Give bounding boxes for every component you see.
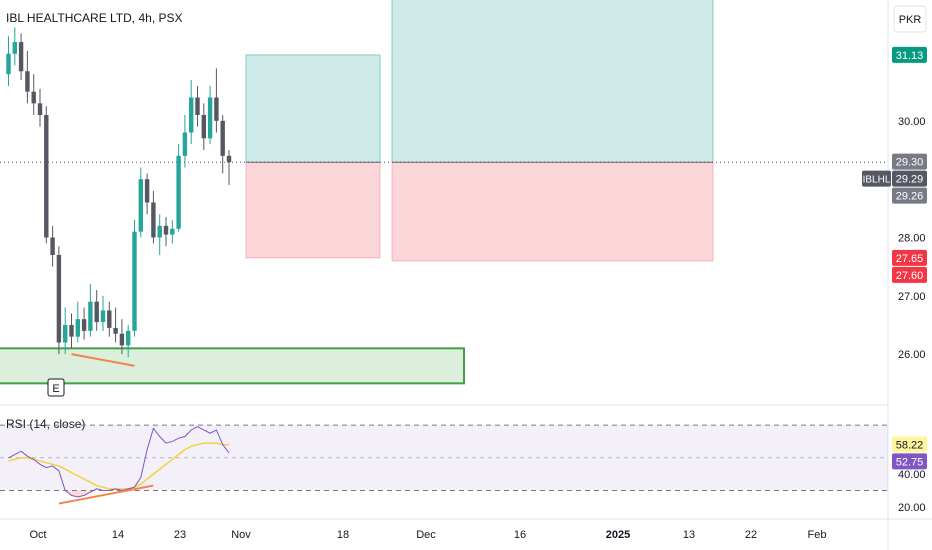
position-target-zone	[391, 0, 714, 163]
time-tick-label: 14	[112, 529, 124, 541]
time-tick-label: 2025	[606, 529, 630, 541]
price-tick-label: 28.00	[898, 233, 926, 245]
axis-badge-label: 58.22	[896, 439, 924, 451]
candle-body	[195, 97, 200, 115]
axis-badge	[892, 46, 927, 63]
rsi-tick-label: 40.00	[898, 469, 926, 481]
axis-badge	[892, 187, 927, 204]
rsi-ma-line	[8, 442, 229, 490]
axis-badge	[892, 249, 927, 266]
candle-body	[189, 97, 194, 133]
symbol-badge	[862, 170, 891, 187]
candle-body	[220, 120, 225, 156]
candle-body	[176, 155, 181, 229]
candle-body	[50, 237, 55, 255]
candle-body	[144, 179, 150, 203]
candle-body	[69, 325, 74, 337]
candle-body	[100, 310, 106, 323]
candle-body	[31, 91, 36, 104]
rsi-trendline	[58, 484, 154, 505]
candle-body	[75, 319, 80, 337]
axis-badge-label: 52.75	[896, 456, 924, 468]
time-tick-label: 13	[683, 529, 695, 541]
axis-badge-label: 27.60	[896, 270, 924, 282]
candle-body	[94, 301, 99, 323]
axis-badge	[892, 436, 927, 453]
candle-body	[25, 71, 30, 92]
time-tick-label: Oct	[29, 529, 46, 541]
candle-body	[138, 179, 143, 232]
candle-body	[207, 97, 213, 139]
time-tick-label: Dec	[416, 529, 436, 541]
price-tick-label: 26.00	[898, 349, 926, 361]
event-marker-label: E	[52, 383, 59, 395]
rsi-tick-label: 20.00	[898, 502, 926, 514]
axis-badge-label: 29.26	[896, 191, 924, 203]
position-stop-zone	[391, 161, 714, 262]
time-tick-label: 16	[514, 529, 526, 541]
axis-badge	[892, 153, 927, 170]
candle-body	[107, 310, 112, 328]
candle-body	[88, 301, 93, 331]
axis-badge-label: 29.30	[896, 157, 924, 169]
candle-body	[37, 103, 43, 115]
candle-body	[6, 53, 11, 75]
rsi-layer	[0, 424, 888, 505]
axes-layer: 26.00 27.00 28.00 30.00 20.00 40.00 31.13 29.30…	[29, 46, 927, 541]
candle-body	[151, 202, 156, 238]
price-tick-label: 27.00	[898, 291, 926, 303]
time-tick-label: Feb	[808, 529, 827, 541]
time-tick-label: 23	[174, 529, 186, 541]
candle-body	[126, 330, 131, 346]
candles-layer	[6, 27, 232, 367]
axis-badge-label: 31.13	[896, 50, 924, 62]
candle-body	[18, 42, 24, 72]
candle-body	[214, 97, 219, 121]
axis-badge-label: 29.29	[896, 174, 924, 186]
candle-body	[81, 319, 87, 331]
candle-body	[63, 325, 68, 343]
candle-body	[157, 225, 162, 238]
drawings-layer	[0, 0, 888, 385]
rsi-title: RSI (14, close)	[6, 417, 85, 431]
candle-body	[56, 255, 62, 343]
candle-body	[163, 225, 169, 235]
rsi-line	[8, 426, 230, 498]
price-trendline	[71, 353, 135, 367]
currency-button[interactable]	[893, 5, 927, 33]
time-tick-label: 18	[337, 529, 349, 541]
axis-badge	[892, 266, 927, 283]
candle-body	[170, 228, 175, 235]
candle-body	[12, 42, 17, 54]
candle-body	[44, 115, 49, 238]
demand-zone	[0, 347, 465, 385]
event-marker[interactable]	[47, 378, 65, 397]
position-stop-zone	[245, 161, 381, 259]
currency-label: PKR	[899, 14, 922, 26]
axis-badge	[892, 453, 927, 470]
candle-body	[226, 155, 232, 163]
symbol-badge-label: IBLHL	[863, 175, 891, 186]
axis-badge	[892, 170, 927, 187]
chart-title: IBL HEALTHCARE LTD, 4h, PSX	[6, 11, 183, 25]
axis-badge-label: 27.65	[896, 253, 924, 265]
price-tick-label: 30.00	[898, 116, 926, 128]
time-tick-label: Nov	[231, 529, 251, 541]
time-tick-label: 22	[745, 529, 757, 541]
candle-body	[119, 333, 125, 346]
candle-body	[132, 231, 137, 331]
candle-body	[113, 327, 118, 334]
position-target-zone	[245, 54, 381, 163]
candle-body	[182, 132, 188, 156]
candle-body	[201, 115, 206, 139]
